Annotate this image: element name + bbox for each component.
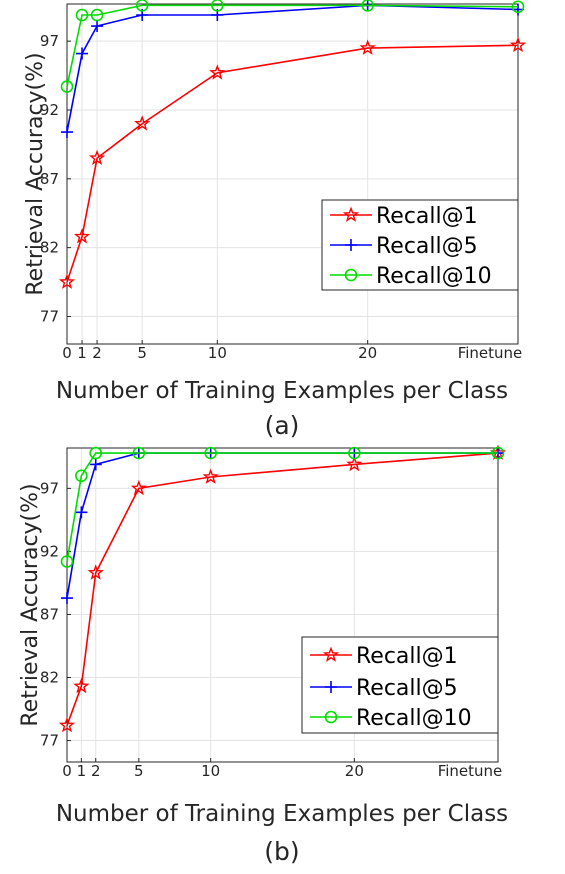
legend-marker bbox=[344, 268, 358, 282]
data-point bbox=[87, 564, 104, 580]
data-point bbox=[202, 468, 219, 484]
x-tick-label: 10 bbox=[201, 762, 220, 780]
legend-marker bbox=[342, 206, 360, 222]
chart-a: 0 1 2 5 10 20 Finetune 77 82 87 92 97 Retrieval Accu… bbox=[23, 0, 527, 440]
x-tick-label: 0 bbox=[62, 762, 72, 780]
series-recall-at-10 bbox=[60, 446, 505, 568]
data-point bbox=[209, 64, 226, 80]
legend-label: Recall@10 bbox=[376, 264, 492, 289]
legend-marker bbox=[324, 710, 338, 724]
data-point bbox=[132, 446, 146, 460]
data-point bbox=[60, 555, 74, 568]
plot-area bbox=[67, 4, 518, 344]
x-tick-label: 1 bbox=[77, 344, 87, 362]
legend: Recall@1 Recall@5 Recall@10 bbox=[321, 199, 519, 291]
legend-marker bbox=[345, 239, 357, 251]
legend-label: Recall@1 bbox=[356, 644, 458, 669]
legend-label: Recall@5 bbox=[356, 676, 458, 701]
x-tick-label: 1 bbox=[77, 762, 87, 780]
x-tick-label: 20 bbox=[345, 762, 364, 780]
data-point bbox=[76, 47, 89, 60]
data-point bbox=[75, 469, 88, 483]
series-recall-at-10 bbox=[60, 0, 525, 93]
data-point bbox=[89, 458, 102, 471]
data-point bbox=[75, 506, 88, 519]
legend-label: Recall@1 bbox=[376, 204, 478, 229]
data-point bbox=[88, 149, 106, 166]
data-point bbox=[91, 20, 104, 33]
data-point bbox=[130, 479, 147, 496]
x-tick-label: 2 bbox=[91, 762, 101, 780]
x-tick-label: 20 bbox=[358, 344, 377, 362]
data-point bbox=[73, 228, 91, 244]
data-point bbox=[73, 677, 90, 694]
data-point bbox=[134, 115, 151, 131]
x-tick-label: Finetune bbox=[438, 762, 503, 780]
data-point bbox=[511, 0, 525, 14]
x-tick-label: 0 bbox=[62, 344, 72, 362]
legend-marker bbox=[322, 646, 340, 662]
data-point bbox=[135, 0, 149, 12]
data-point bbox=[361, 0, 374, 12]
series-line bbox=[66, 44, 519, 283]
y-tick-label: 77 bbox=[40, 307, 59, 325]
y-tick-label: 92 bbox=[40, 101, 59, 119]
x-axis-label: Number of Training Examples per Class bbox=[56, 378, 508, 404]
x-tick-label: 5 bbox=[137, 344, 147, 362]
data-point bbox=[491, 446, 505, 460]
legend-marker bbox=[325, 681, 337, 693]
x-tick-label: 10 bbox=[208, 344, 227, 362]
y-tick-label: 77 bbox=[40, 732, 59, 750]
data-point bbox=[58, 716, 76, 733]
data-point bbox=[61, 592, 73, 605]
data-point bbox=[204, 446, 217, 460]
data-point bbox=[89, 446, 103, 460]
y-tick-label: 87 bbox=[40, 170, 59, 188]
y-tick-label: 92 bbox=[40, 542, 59, 560]
data-point bbox=[60, 80, 74, 93]
axes-frame bbox=[66, 447, 499, 763]
data-point bbox=[61, 126, 73, 139]
legend-label: Recall@5 bbox=[376, 234, 478, 259]
series-line bbox=[66, 452, 499, 726]
y-tick-label: 82 bbox=[40, 669, 59, 687]
axes-frame bbox=[66, 3, 519, 345]
x-tick-label: 2 bbox=[92, 344, 102, 362]
series-recall-at-1 bbox=[58, 444, 507, 733]
data-point bbox=[348, 446, 361, 460]
x-tick-label: Finetune bbox=[458, 344, 523, 362]
caption: (b) bbox=[264, 837, 299, 866]
data-point bbox=[509, 36, 527, 53]
x-axis-label: Number of Training Examples per Class bbox=[56, 801, 508, 827]
caption: (a) bbox=[265, 411, 300, 440]
x-tick-label: 5 bbox=[134, 762, 144, 780]
y-tick-label: 87 bbox=[40, 605, 59, 623]
y-tick-label: 97 bbox=[40, 32, 59, 50]
y-axis-label: Retrieval Accuracy(%) bbox=[23, 52, 48, 295]
data-point bbox=[359, 39, 376, 55]
series-recall-at-1 bbox=[58, 36, 527, 289]
data-point bbox=[58, 273, 76, 289]
series-line bbox=[66, 452, 498, 562]
legend: Recall@1 Recall@5 Recall@10 bbox=[301, 636, 499, 734]
series-line bbox=[66, 4, 519, 87]
data-point bbox=[346, 455, 363, 472]
legend-label: Recall@10 bbox=[356, 706, 472, 731]
y-axis-label: Retrieval Accuracy(%) bbox=[18, 483, 43, 726]
y-tick-label: 82 bbox=[40, 239, 59, 257]
data-point bbox=[90, 8, 104, 22]
data-point bbox=[211, 0, 224, 12]
y-tick-label: 97 bbox=[40, 479, 59, 497]
data-point bbox=[75, 8, 89, 22]
